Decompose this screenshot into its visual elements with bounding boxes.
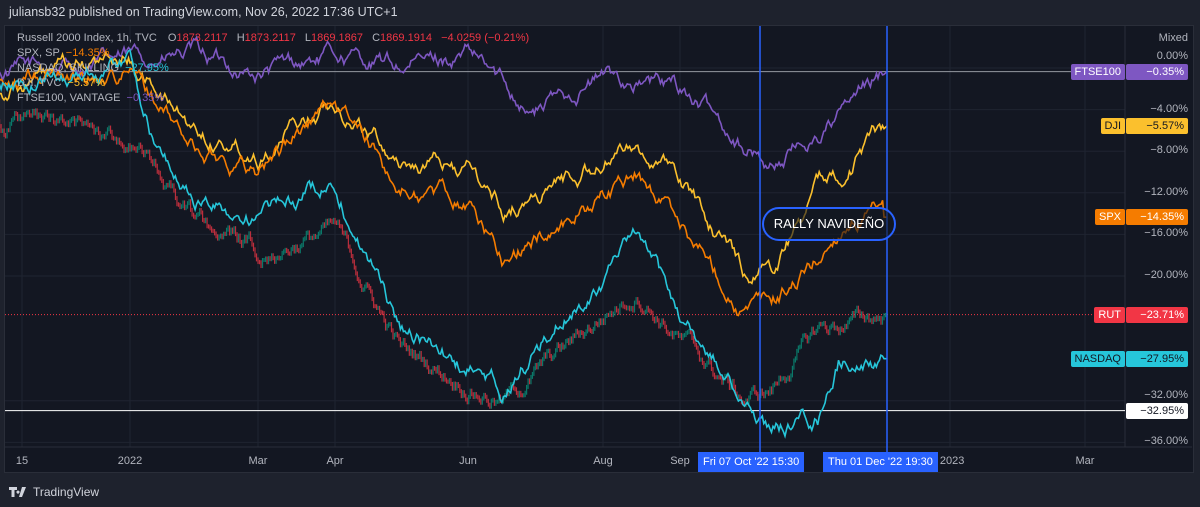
open-label: O: [167, 32, 177, 44]
series-line-spx: [0, 67, 887, 317]
series-line-nasdaq: [0, 48, 887, 439]
tag-value: −23.71%: [1126, 306, 1188, 323]
x-tick-label: 2022: [117, 455, 143, 467]
legend-item-name: NASDAQ, SKILLING: [17, 62, 120, 74]
series-line-ftse100: [0, 35, 888, 172]
price-line-value: −32.95%: [1126, 402, 1188, 419]
series-rut-candles: [0, 108, 888, 409]
y-tick-label: −12.00%: [1144, 185, 1188, 198]
legend-item[interactable]: DJI, TVC −5.57%: [17, 77, 105, 89]
change-value: −4.0259 (−0.21%): [441, 32, 530, 44]
tradingview-logo-icon: [9, 487, 26, 497]
high-value: 1873.2117: [244, 32, 296, 44]
x-tick-label: Jun: [459, 455, 477, 467]
tag-name: SPX: [1094, 209, 1125, 226]
legend-item[interactable]: SPX, SP −14.35%: [17, 47, 110, 59]
tag-name: FTSE100: [1070, 63, 1125, 80]
x-tick-label: Mar: [1075, 455, 1095, 467]
x-tick-label: 2023: [939, 455, 965, 467]
y-tick-label: −16.00%: [1144, 227, 1188, 240]
legend-item-name: DJI, TVC: [17, 77, 62, 89]
legend-item-value: −14.35%: [65, 47, 110, 59]
high-label: H: [236, 32, 245, 44]
x-tick-label: Sep: [670, 455, 690, 467]
last-value-tag-nasdaq: NASDAQ −27.95%: [1070, 350, 1188, 367]
chart-panel[interactable]: [4, 25, 1194, 473]
legend-item[interactable]: NASDAQ, SKILLING −27.95%: [17, 62, 169, 74]
logo-text: TradingView: [33, 485, 100, 499]
y-tick-label: −4.00%: [1150, 102, 1188, 115]
legend-item-name: FTSE100, VANTAGE: [17, 92, 121, 104]
open-value: 1873.2117: [176, 32, 228, 44]
tag-name: NASDAQ: [1070, 350, 1125, 367]
close-value: 1869.1914: [380, 32, 433, 44]
y-tick-label: −20.00%: [1144, 269, 1188, 281]
x-tick-label: Apr: [326, 455, 344, 467]
scale-mode[interactable]: Mixed: [1158, 32, 1188, 44]
last-value-tag-spx: SPX −14.35%: [1094, 209, 1188, 226]
legend-item[interactable]: FTSE100, VANTAGE −0.35%: [17, 92, 164, 104]
tag-value: −27.95%: [1126, 350, 1188, 367]
tag-name: DJI: [1100, 117, 1125, 134]
price-line-tag: −32.95%: [1126, 402, 1188, 419]
last-value-tag-rut: RUT −23.71%: [1094, 306, 1188, 323]
low-value: 1869.1867: [311, 32, 364, 44]
tag-value: −5.57%: [1126, 117, 1188, 134]
x-tick-label: Mar: [248, 455, 268, 467]
legend-item-value: −27.95%: [125, 62, 169, 74]
legend-item-value: −5.57%: [67, 77, 106, 89]
last-value-tag-dji: DJI −5.57%: [1100, 117, 1188, 134]
legend-item-name: SPX, SP: [17, 47, 60, 59]
series-line-dji: [0, 50, 888, 285]
legend-main[interactable]: Russell 2000 Index, 1h, TVC O1873.2117 H…: [17, 32, 529, 44]
tag-value: −0.35%: [1126, 63, 1188, 80]
range-end-label: Thu 01 Dec '22 19:30: [823, 452, 938, 472]
rally-annotation[interactable]: RALLY NAVIDEÑO: [762, 207, 896, 241]
x-tick-label: 15: [15, 455, 29, 467]
low-label: L: [304, 32, 312, 44]
close-label: C: [372, 32, 381, 44]
y-tick-label: 0.00%: [1156, 49, 1188, 62]
y-tick-label: −36.00%: [1144, 435, 1188, 448]
x-tick-label: Aug: [593, 455, 613, 467]
legend-main-name: Russell 2000 Index, 1h, TVC: [17, 32, 157, 44]
y-tick-label: −8.00%: [1150, 144, 1188, 157]
publish-header: juliansb32 published on TradingView.com,…: [9, 5, 398, 19]
y-tick-label: −32.00%: [1144, 388, 1188, 401]
tag-value: −14.35%: [1126, 209, 1188, 226]
tradingview-logo[interactable]: TradingView: [9, 485, 99, 499]
tag-name: RUT: [1094, 306, 1125, 323]
last-value-tag-ftse100: FTSE100 −0.35%: [1070, 63, 1188, 80]
range-start-label: Fri 07 Oct '22 15:30: [698, 452, 805, 472]
legend-item-value: −0.35%: [126, 92, 165, 104]
